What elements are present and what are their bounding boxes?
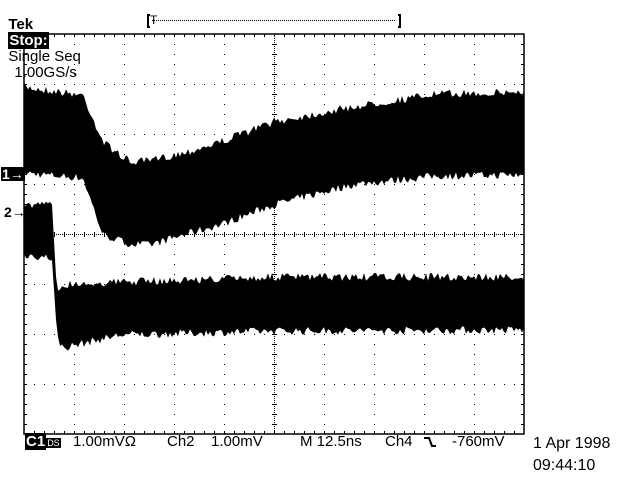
ch1-ground-marker[interactable]: 1→ [1,166,25,182]
ch2-label: Ch2 [167,433,195,450]
falling-edge-icon [424,437,436,447]
date: 1 Apr 1998 [533,435,611,452]
time: 09:44:10 [533,457,596,474]
brand-label: Tek [8,16,34,33]
sample-rate: 1.00GS/s [14,64,77,81]
ch1-badge: C1 DS [25,433,61,450]
record-bar-brackets [147,14,401,28]
trigger-source: Ch4 [385,433,413,450]
acquisition-mode: Single Seq [8,48,81,65]
trace-ch2 [24,201,524,351]
status-bar: Tek Stop: Single Seq 1.00GS/s [0,1,81,81]
trigger-position-marker: T [150,13,158,27]
timebase: M 12.5ns [300,433,362,450]
ch2-scale: 1.00mV [211,433,263,450]
record-position-bar [147,14,401,28]
acquisition-state: Stop: [8,32,49,49]
dc-ohm-icon: DS [46,438,61,448]
traces [24,83,524,351]
graticule-dots [24,34,524,434]
trigger-level: -760mV [452,433,505,450]
record-bar-dots [152,20,395,21]
ch1-scale: 1.00mVΩ [73,433,136,450]
ch2-ground-marker[interactable]: 2→ [4,204,26,220]
trace-ch1 [24,83,524,248]
